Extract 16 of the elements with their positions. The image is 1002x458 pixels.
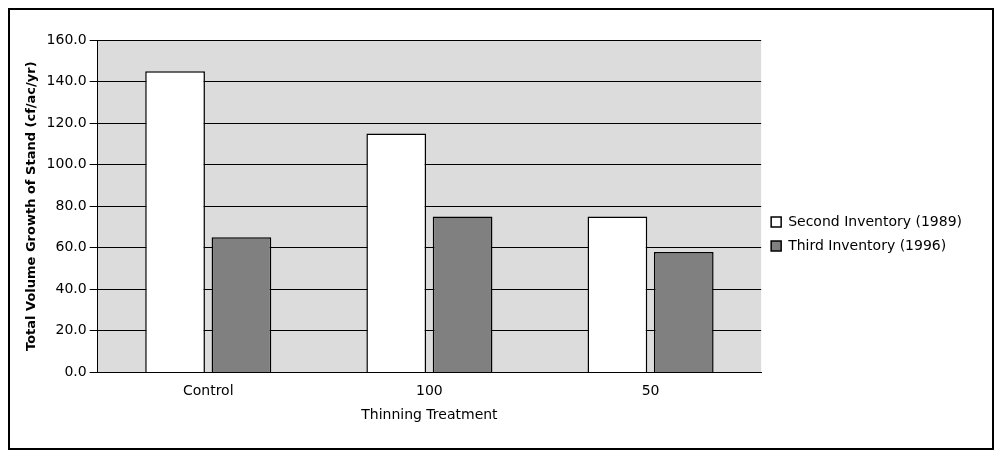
y-tick-label: 0.0	[64, 363, 87, 380]
x-tick-label: Control	[182, 382, 234, 399]
y-tick-label: 160.0	[46, 30, 87, 47]
x-tick-label: 100	[416, 382, 443, 399]
x-axis-title: Thinning Treatment	[360, 406, 499, 423]
y-tick-label: 140.0	[46, 72, 87, 89]
x-tick-label: 50	[641, 382, 660, 399]
legend-label: Third Inventory (1996)	[787, 236, 947, 253]
y-axis-title: Total Volume Growth of Stand (cf/ac/yr)	[23, 61, 39, 351]
y-tick-label: 20.0	[55, 321, 87, 338]
legend-label: Second Inventory (1989)	[788, 212, 963, 229]
y-tick-label: 100.0	[46, 155, 87, 172]
y-tick-label: 120.0	[46, 113, 87, 130]
y-tick-label: 80.0	[55, 196, 87, 213]
y-tick-label: 40.0	[55, 279, 87, 296]
y-tick-label: 60.0	[55, 238, 87, 255]
